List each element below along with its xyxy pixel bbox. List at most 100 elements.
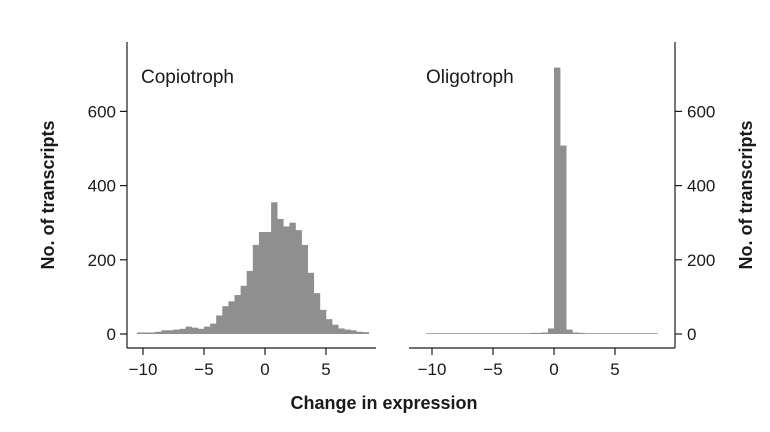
oligotroph-bar (499, 333, 506, 334)
copiotroph-x-tick-label: −10 (129, 360, 158, 379)
copiotroph-bar (265, 231, 272, 334)
oligotroph-bar (535, 332, 543, 334)
oligotroph-bar (560, 145, 567, 334)
copiotroph-bar (338, 328, 345, 334)
copiotroph-bar (252, 244, 260, 334)
oligotroph-bar (456, 333, 463, 334)
oligotroph-x-ticks: −10 −5 0 5 (418, 348, 620, 379)
copiotroph-panel: Copiotroph 0 200 400 600 −10 −5 0 5 No. of tra… (38, 42, 376, 379)
copiotroph-bar (179, 328, 186, 334)
copiotroph-bar (173, 329, 180, 334)
oligotroph-bar (517, 333, 524, 334)
oligotroph-bar (505, 333, 512, 334)
copiotroph-bar (185, 326, 193, 334)
copiotroph-bar (313, 293, 321, 334)
oligotroph-bar (615, 333, 622, 334)
oligotroph-x-tick-label: −5 (483, 360, 502, 379)
oligotroph-bars (425, 67, 658, 335)
copiotroph-bar (326, 319, 333, 334)
left-y-axis-title: No. of transcripts (38, 120, 58, 269)
copiotroph-x-tick-label: 0 (260, 360, 269, 379)
copiotroph-x-tick-label: −5 (194, 360, 213, 379)
copiotroph-bar (307, 272, 315, 334)
oligotroph-bar (627, 333, 634, 334)
copiotroph-y-tick-label: 400 (88, 177, 116, 196)
copiotroph-bar (289, 222, 296, 334)
copiotroph-bar (155, 331, 162, 334)
copiotroph-bar (136, 332, 144, 334)
copiotroph-bar (228, 301, 235, 334)
oligotroph-x-tick-label: 0 (549, 360, 558, 379)
copiotroph-bar (210, 323, 217, 334)
oligotroph-bar (547, 328, 555, 334)
copiotroph-y-tick-label: 200 (88, 251, 116, 270)
copiotroph-bar (344, 329, 351, 334)
oligotroph-bar (444, 333, 451, 334)
oligotroph-bar (566, 329, 573, 334)
x-axis-title: Change in expression (290, 393, 477, 413)
copiotroph-bar (143, 332, 150, 334)
oligotroph-y-tick-label: 0 (687, 325, 696, 344)
copiotroph-bar (283, 226, 290, 334)
oligotroph-panel: Oligotroph 0 200 400 600 −10 −5 0 5 No. of tra… (409, 42, 756, 379)
copiotroph-bar (271, 202, 278, 334)
copiotroph-bar (319, 309, 327, 334)
oligotroph-y-tick-label: 600 (687, 102, 715, 121)
oligotroph-bar (468, 333, 475, 334)
oligotroph-bar (425, 333, 433, 334)
oligotroph-bar (584, 333, 591, 334)
oligotroph-bar (529, 332, 536, 334)
copiotroph-bar (295, 230, 302, 334)
copiotroph-x-tick-label: 5 (321, 360, 330, 379)
copiotroph-bar (362, 332, 369, 334)
oligotroph-bar (608, 333, 616, 334)
copiotroph-bar (301, 244, 308, 334)
copiotroph-y-tick-label: 600 (88, 102, 116, 121)
oligotroph-bar (474, 333, 482, 334)
oligotroph-bar (596, 333, 604, 334)
copiotroph-bar (258, 231, 266, 334)
copiotroph-y-tick-label: 0 (107, 325, 116, 344)
copiotroph-bar (216, 315, 223, 334)
oligotroph-bar (511, 333, 518, 334)
oligotroph-bar (450, 333, 457, 334)
oligotroph-bar (554, 67, 561, 335)
oligotroph-bar (572, 332, 579, 334)
oligotroph-bar (438, 333, 445, 334)
copiotroph-bar (197, 328, 205, 334)
oligotroph-bar (480, 333, 488, 334)
copiotroph-bar (246, 270, 254, 334)
oligotroph-bar (639, 333, 646, 334)
copiotroph-bar (350, 330, 357, 334)
copiotroph-bar (167, 330, 174, 334)
copiotroph-bar (149, 332, 156, 334)
copiotroph-y-ticks: 0 200 400 600 (88, 102, 127, 344)
oligotroph-bar (645, 333, 652, 334)
oligotroph-y-ticks: 0 200 400 600 (675, 102, 715, 344)
copiotroph-panel-title: Copiotroph (141, 67, 234, 88)
right-y-axis-title: No. of transcripts (736, 120, 756, 269)
oligotroph-y-tick-label: 400 (687, 177, 715, 196)
oligotroph-bar (541, 332, 549, 334)
copiotroph-bar (161, 330, 168, 334)
copiotroph-bar (332, 324, 339, 335)
oligotroph-bar (486, 333, 494, 334)
oligotroph-x-tick-label: 5 (610, 360, 619, 379)
oligotroph-panel-title: Oligotroph (426, 67, 514, 88)
oligotroph-bar (633, 333, 640, 334)
copiotroph-bar (222, 306, 229, 334)
copiotroph-bar (204, 326, 211, 334)
copiotroph-bar (234, 295, 241, 334)
copiotroph-bar (277, 218, 284, 334)
oligotroph-bar (523, 333, 530, 334)
oligotroph-bar (578, 332, 585, 334)
copiotroph-bar (240, 285, 247, 334)
copiotroph-bar (356, 331, 363, 334)
oligotroph-bar (590, 333, 597, 334)
copiotroph-bars (136, 202, 369, 335)
oligotroph-bar (602, 333, 610, 334)
oligotroph-bar (493, 333, 500, 334)
copiotroph-bar (191, 327, 199, 334)
